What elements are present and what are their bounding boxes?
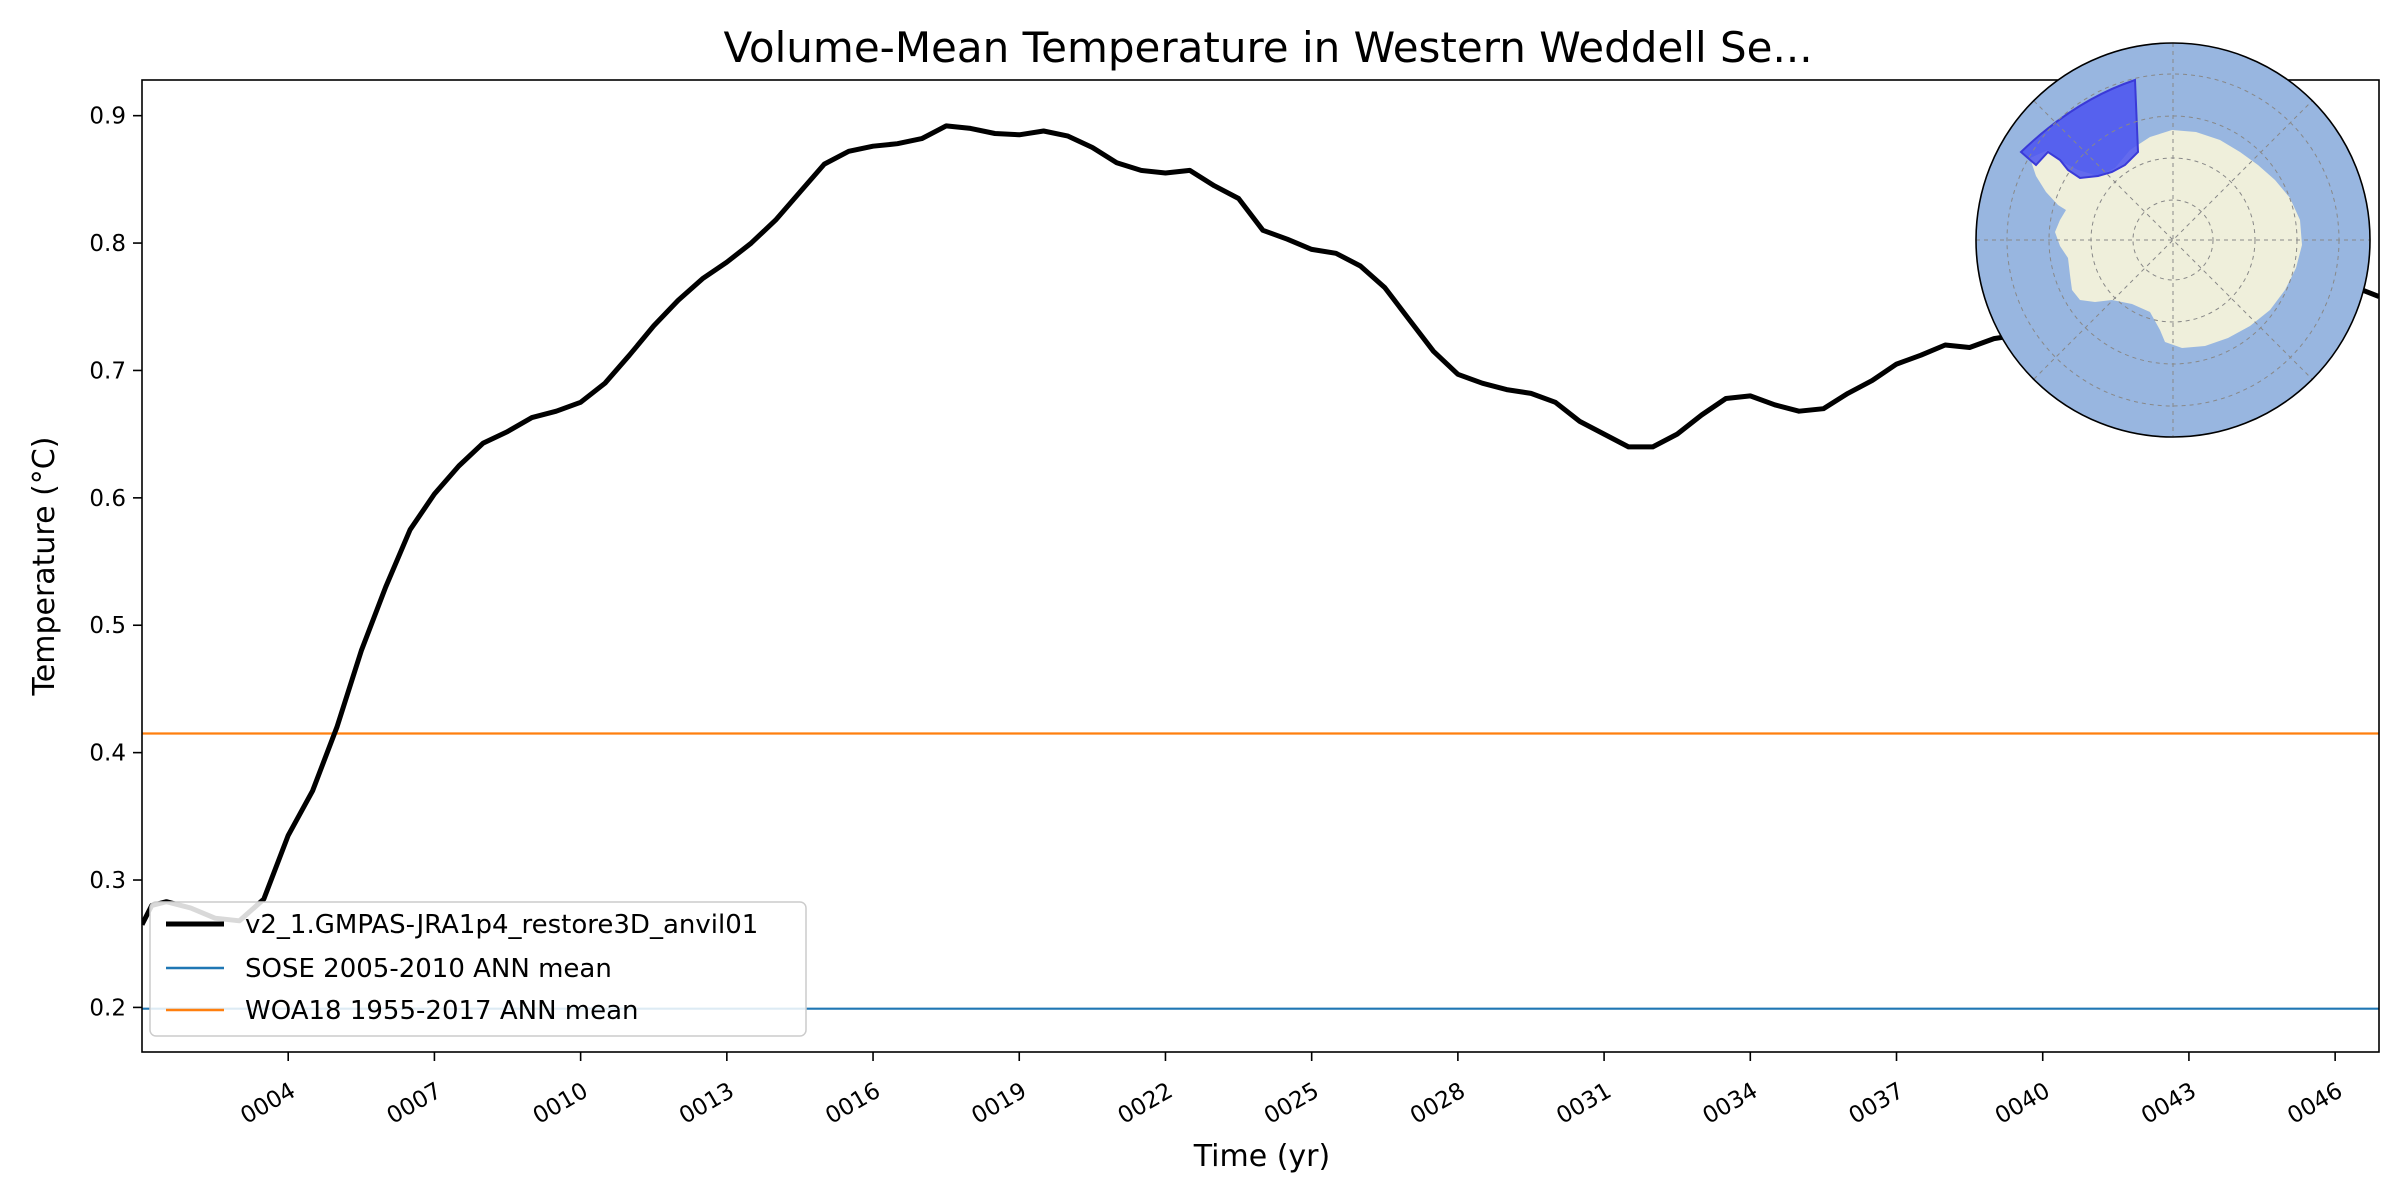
y-axis-label: Temperature (°C): [27, 437, 62, 697]
y-tick-label: 0.7: [89, 358, 126, 384]
legend-label-sose: SOSE 2005-2010 ANN mean: [245, 954, 612, 984]
map-graticule: [1976, 43, 2370, 437]
map-antarctica-land: [2030, 130, 2302, 348]
y-tick-label: 0.8: [89, 231, 126, 257]
y-tick-label: 0.9: [89, 104, 126, 130]
legend-box: [149, 901, 807, 1037]
legend-label-woa18: WOA18 1955-2017 ANN mean: [245, 996, 639, 1026]
antarctica-map-inset: [1975, 42, 2371, 438]
y-tick-label: 0.6: [89, 486, 126, 512]
y-tick-label: 0.4: [89, 741, 126, 767]
y-tick-label: 0.3: [89, 868, 126, 894]
legend-label-model: v2_1.GMPAS-JRA1p4_restore3D_anvil01: [245, 910, 758, 940]
map-border: [1975, 42, 2371, 438]
x-axis-label: Time (yr): [1193, 1139, 1330, 1174]
y-tick-label: 0.2: [89, 995, 126, 1021]
y-axis: 0.2 0.3 0.4 0.5 0.6 0.7 0.8 0.9: [89, 104, 142, 1021]
chart-title: Volume-Mean Temperature in Western Wedde…: [723, 23, 1812, 72]
legend: v2_1.GMPAS-JRA1p4_restore3D_anvil01 SOSE…: [149, 901, 807, 1037]
plot-area-frame: [141, 79, 2380, 1053]
map-region-western-weddell: [2019, 78, 2140, 180]
y-tick-label: 0.5: [89, 613, 126, 639]
